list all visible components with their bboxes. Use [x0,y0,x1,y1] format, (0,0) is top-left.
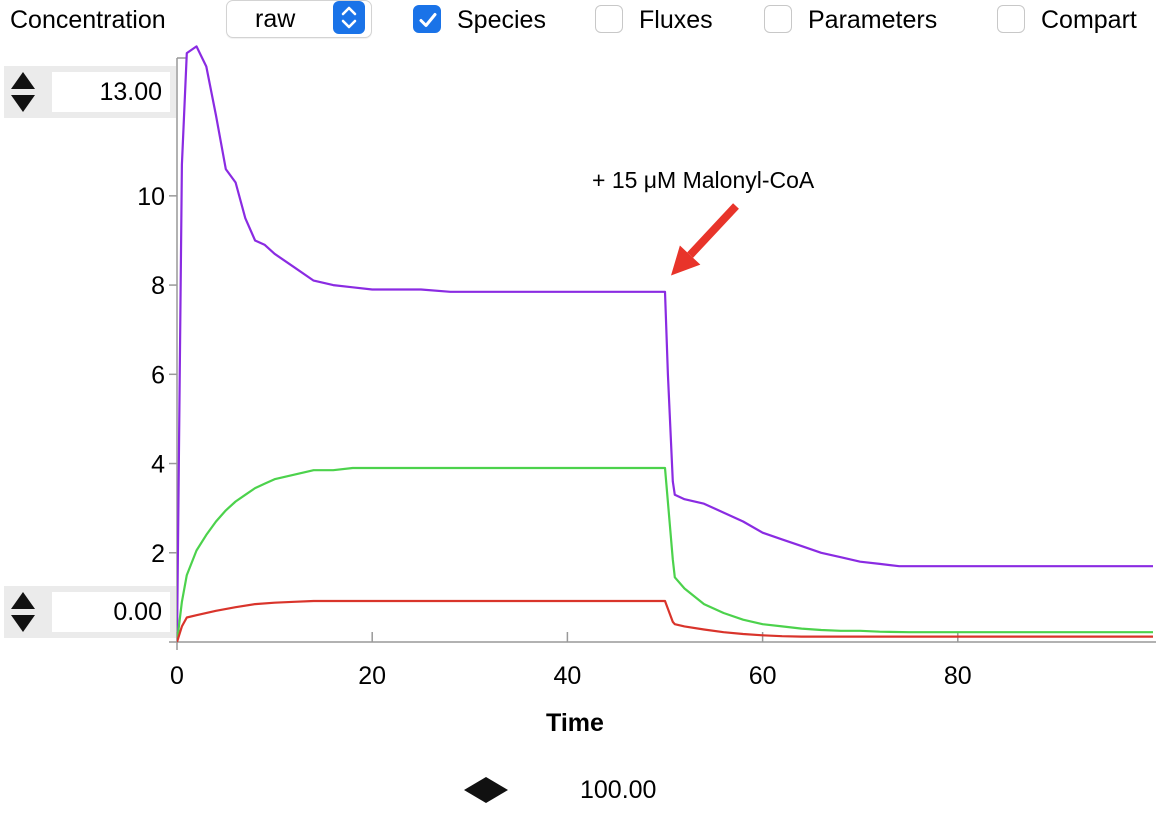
parameters-checkbox-box[interactable] [764,5,792,33]
y-min-spinner[interactable]: 0.00 [4,586,176,638]
y-tick-label: 4 [151,451,165,479]
scale-select[interactable]: raw [226,0,372,38]
checkmark-icon [419,13,437,27]
fluxes-checkbox-label: Fluxes [639,6,713,34]
concentration-chart: 2 4 6 8 10 0 20 40 60 80 Time + 15 μM Malonyl-CoA [137,45,1156,737]
y-min-input[interactable]: 0.00 [52,592,170,632]
series-line-2 [177,466,1153,643]
y-max-input[interactable]: 13.00 [52,72,170,112]
series-line-1 [177,45,1153,643]
annotation-text: + 15 μM Malonyl-CoA [592,167,815,193]
x-tick-label: 80 [944,662,972,690]
plot-toolbar: Concentration raw Species Fluxes Paramet… [0,0,1156,44]
y-max-spinner[interactable]: 13.00 [4,66,176,118]
up-down-arrows-icon[interactable] [8,590,38,634]
x-tick-label: 60 [749,662,777,690]
x-max-input[interactable]: 100.00 [580,776,657,804]
series-line-3 [177,599,1153,643]
annotation-arrowhead [671,245,701,276]
left-right-arrows-icon[interactable] [464,777,508,803]
fluxes-checkbox-box[interactable] [595,5,623,33]
species-checkbox-label: Species [457,6,546,34]
x-axis-label: Time [546,709,604,737]
up-down-arrows-icon[interactable] [8,70,38,114]
species-checkbox-box[interactable] [413,5,441,33]
y-tick-label: 8 [151,272,165,300]
x-tick-label: 0 [170,662,184,690]
y-tick-label: 2 [151,540,165,568]
x-tick-label: 20 [358,662,386,690]
y-tick-label: 10 [137,183,165,211]
annotation-arrow [687,203,739,258]
y-tick-label: 6 [151,361,165,389]
x-tick-label: 40 [553,662,581,690]
mode-label: Concentration [10,6,166,34]
compartments-checkbox-box[interactable] [997,5,1025,33]
chevron-up-down-icon[interactable] [333,1,365,34]
compartments-checkbox-label: Compart [1041,6,1137,34]
parameters-checkbox-label: Parameters [808,6,938,34]
scale-select-value: raw [255,5,296,33]
